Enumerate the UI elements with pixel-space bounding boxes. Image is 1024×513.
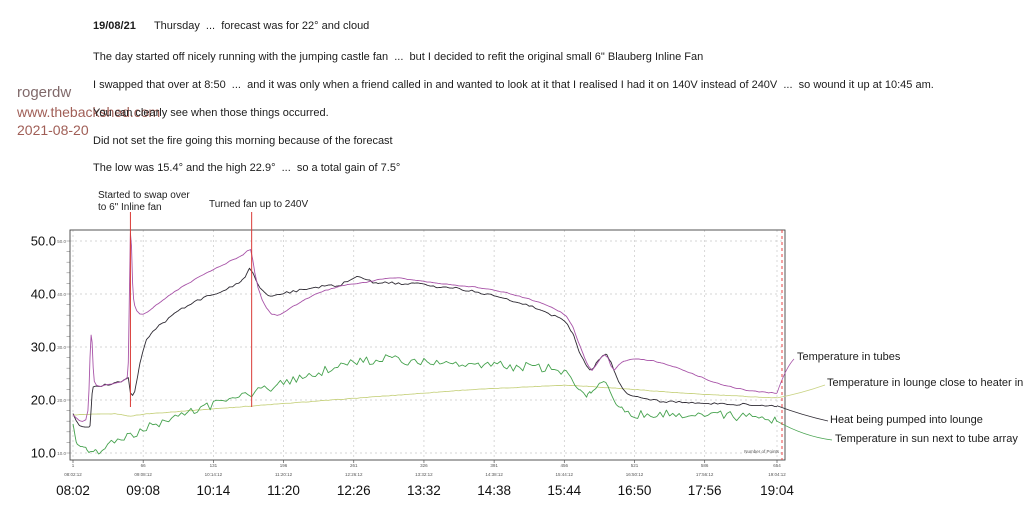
x-axis-time-small: 15:44:12 [556,472,574,477]
annotation-fan-240v: Turned fan up to 240V [209,199,309,210]
post-line-4: You can clearly see when those things oc… [93,107,329,119]
x-axis-label-big: 11:20 [267,483,300,498]
y-axis-label-big: 30.0 [31,340,56,355]
series-heat-being-pumped-into-lounge [72,267,778,428]
watermark-site: www.thebackshed.com [17,104,161,120]
x-axis-label-big: 13:32 [407,483,441,498]
watermark-date: 2021-08-20 [17,122,89,138]
post-line-3: I swapped that over at 8:50 ... and it w… [93,79,934,91]
x-axis-label-big: 16:50 [618,483,652,498]
x-axis-label-big: 12:26 [337,483,371,498]
series-temperature-in-tubes [72,232,777,422]
legend-label-sun: Temperature in sun next to tube array [835,433,1018,445]
x-axis-time-small: 17:56:12 [696,472,714,477]
x-axis-point-number: 261 [350,463,358,468]
number-of-points-label: Number of Points [744,449,780,454]
y-axis-label-big: 10.0 [31,446,56,461]
x-axis-time-small: 11:20:12 [275,472,293,477]
legend-connector [776,384,826,399]
post-line-6: The low was 15.4° and the high 22.9° ...… [93,162,401,174]
x-axis-point-number: 521 [631,463,639,468]
x-axis-time-small: 14:38:12 [485,472,503,477]
x-axis-point-number: 391 [490,463,498,468]
legend-connector [776,358,795,394]
x-axis-label-big: 14:38 [477,483,511,498]
x-axis-time-small: 12:26:12 [345,472,363,477]
x-axis-time-small: 09:08:12 [134,472,152,477]
watermark-username: rogerdw [17,84,72,101]
post-line-2: The day started off nicely running with … [93,51,704,63]
x-axis-time-small: 08:02:12 [64,472,82,477]
y-axis-label-big: 50.0 [31,234,56,249]
x-axis-label-big: 09:08 [126,483,160,498]
x-axis-point-number: 586 [701,463,709,468]
x-axis-point-number: 196 [280,463,288,468]
y-axis-label-big: 40.0 [31,287,56,302]
x-axis-point-number: 1 [72,463,75,468]
x-axis-label-big: 15:44 [547,483,581,498]
x-axis-point-number: 326 [420,463,428,468]
legend-label-tubes: Temperature in tubes [797,351,901,363]
x-axis-point-number: 456 [561,463,569,468]
x-axis-time-small: 16:50:12 [626,472,644,477]
y-axis-label-small: 10.0 [57,451,66,456]
x-axis-time-small: 13:32:12 [415,472,433,477]
legend-label-heat: Heat being pumped into lounge [830,414,983,426]
x-axis-label-big: 19:04 [760,483,794,498]
annotation-swap-to-inline-fan: Started to swap over to 6" Inline fan [98,190,190,213]
series-temperature-in-sun-next-to-tube-array [72,354,778,455]
post-line-5: Did not set the fire going this morning … [93,135,393,147]
x-axis-point-number: 654 [773,463,781,468]
x-axis-time-small: 10:14:12 [205,472,223,477]
x-axis-point-number: 66 [141,463,147,468]
y-axis-label-small: 40.0 [57,292,66,297]
x-axis-time-small: 19:04:12 [768,472,786,477]
y-axis-label-small: 50.0 [57,239,66,244]
series-temperature-in-lounge-close-to-heater-inlet [72,384,777,417]
legend-connector [776,405,829,422]
x-axis-label-big: 17:56 [688,483,722,498]
post-line-1: 19/08/21 Thursday ... forecast was for 2… [93,20,369,32]
legend-label-lounge: Temperature in lounge close to heater in… [827,377,1024,389]
x-axis-label-big: 08:02 [56,483,90,498]
y-axis-label-small: 30.0 [57,345,66,350]
x-axis-label-big: 10:14 [196,483,230,498]
y-axis-label-big: 20.0 [31,393,56,408]
post-line-1-text: Thursday ... forecast was for 22° and cl… [135,20,370,32]
x-axis-point-number: 131 [210,463,218,468]
y-axis-label-small: 20.0 [57,398,66,403]
plot-border [69,229,786,461]
post-date: 19/08/21 [93,20,136,32]
